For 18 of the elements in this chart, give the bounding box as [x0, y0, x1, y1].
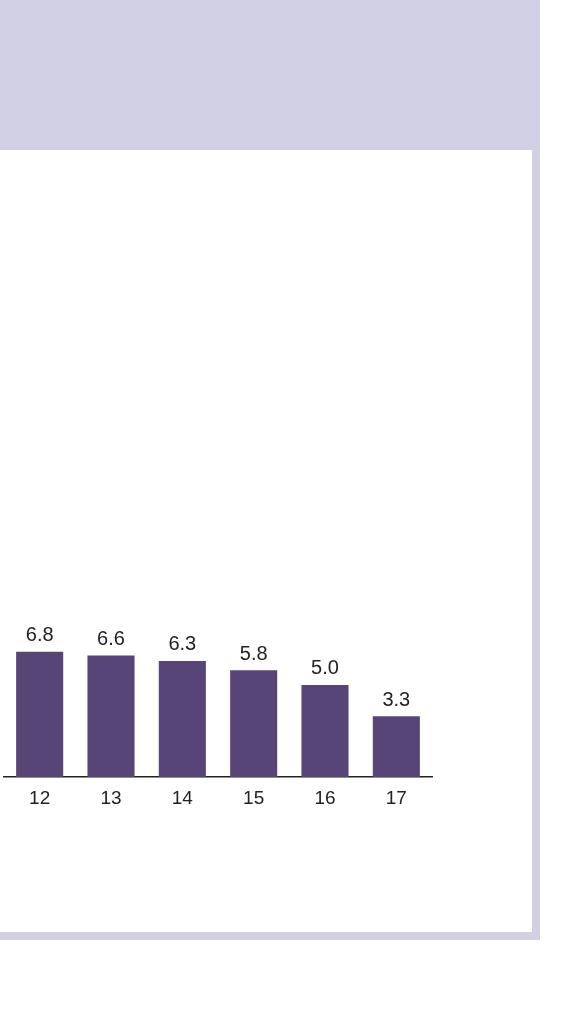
- bar: [301, 684, 349, 778]
- bar: [230, 670, 278, 778]
- data-label: 6.3: [168, 632, 197, 655]
- data-label: 6.6: [97, 626, 125, 649]
- x-tick-label: 16: [314, 786, 336, 808]
- x-tick-label: 13: [100, 786, 122, 808]
- bar: [16, 651, 64, 778]
- data-label: 6.8: [25, 623, 54, 646]
- x-tick-label: 12: [29, 786, 51, 808]
- x-tick-label: 17: [385, 786, 407, 808]
- bar: [87, 655, 135, 778]
- bar: [158, 660, 206, 778]
- data-label: 5.0: [311, 656, 339, 679]
- x-tick-label: 14: [171, 786, 194, 808]
- bar: [372, 716, 420, 778]
- data-label: 3.3: [382, 687, 411, 710]
- x-tick-label: 15: [243, 786, 265, 808]
- data-label: 5.8: [239, 641, 268, 664]
